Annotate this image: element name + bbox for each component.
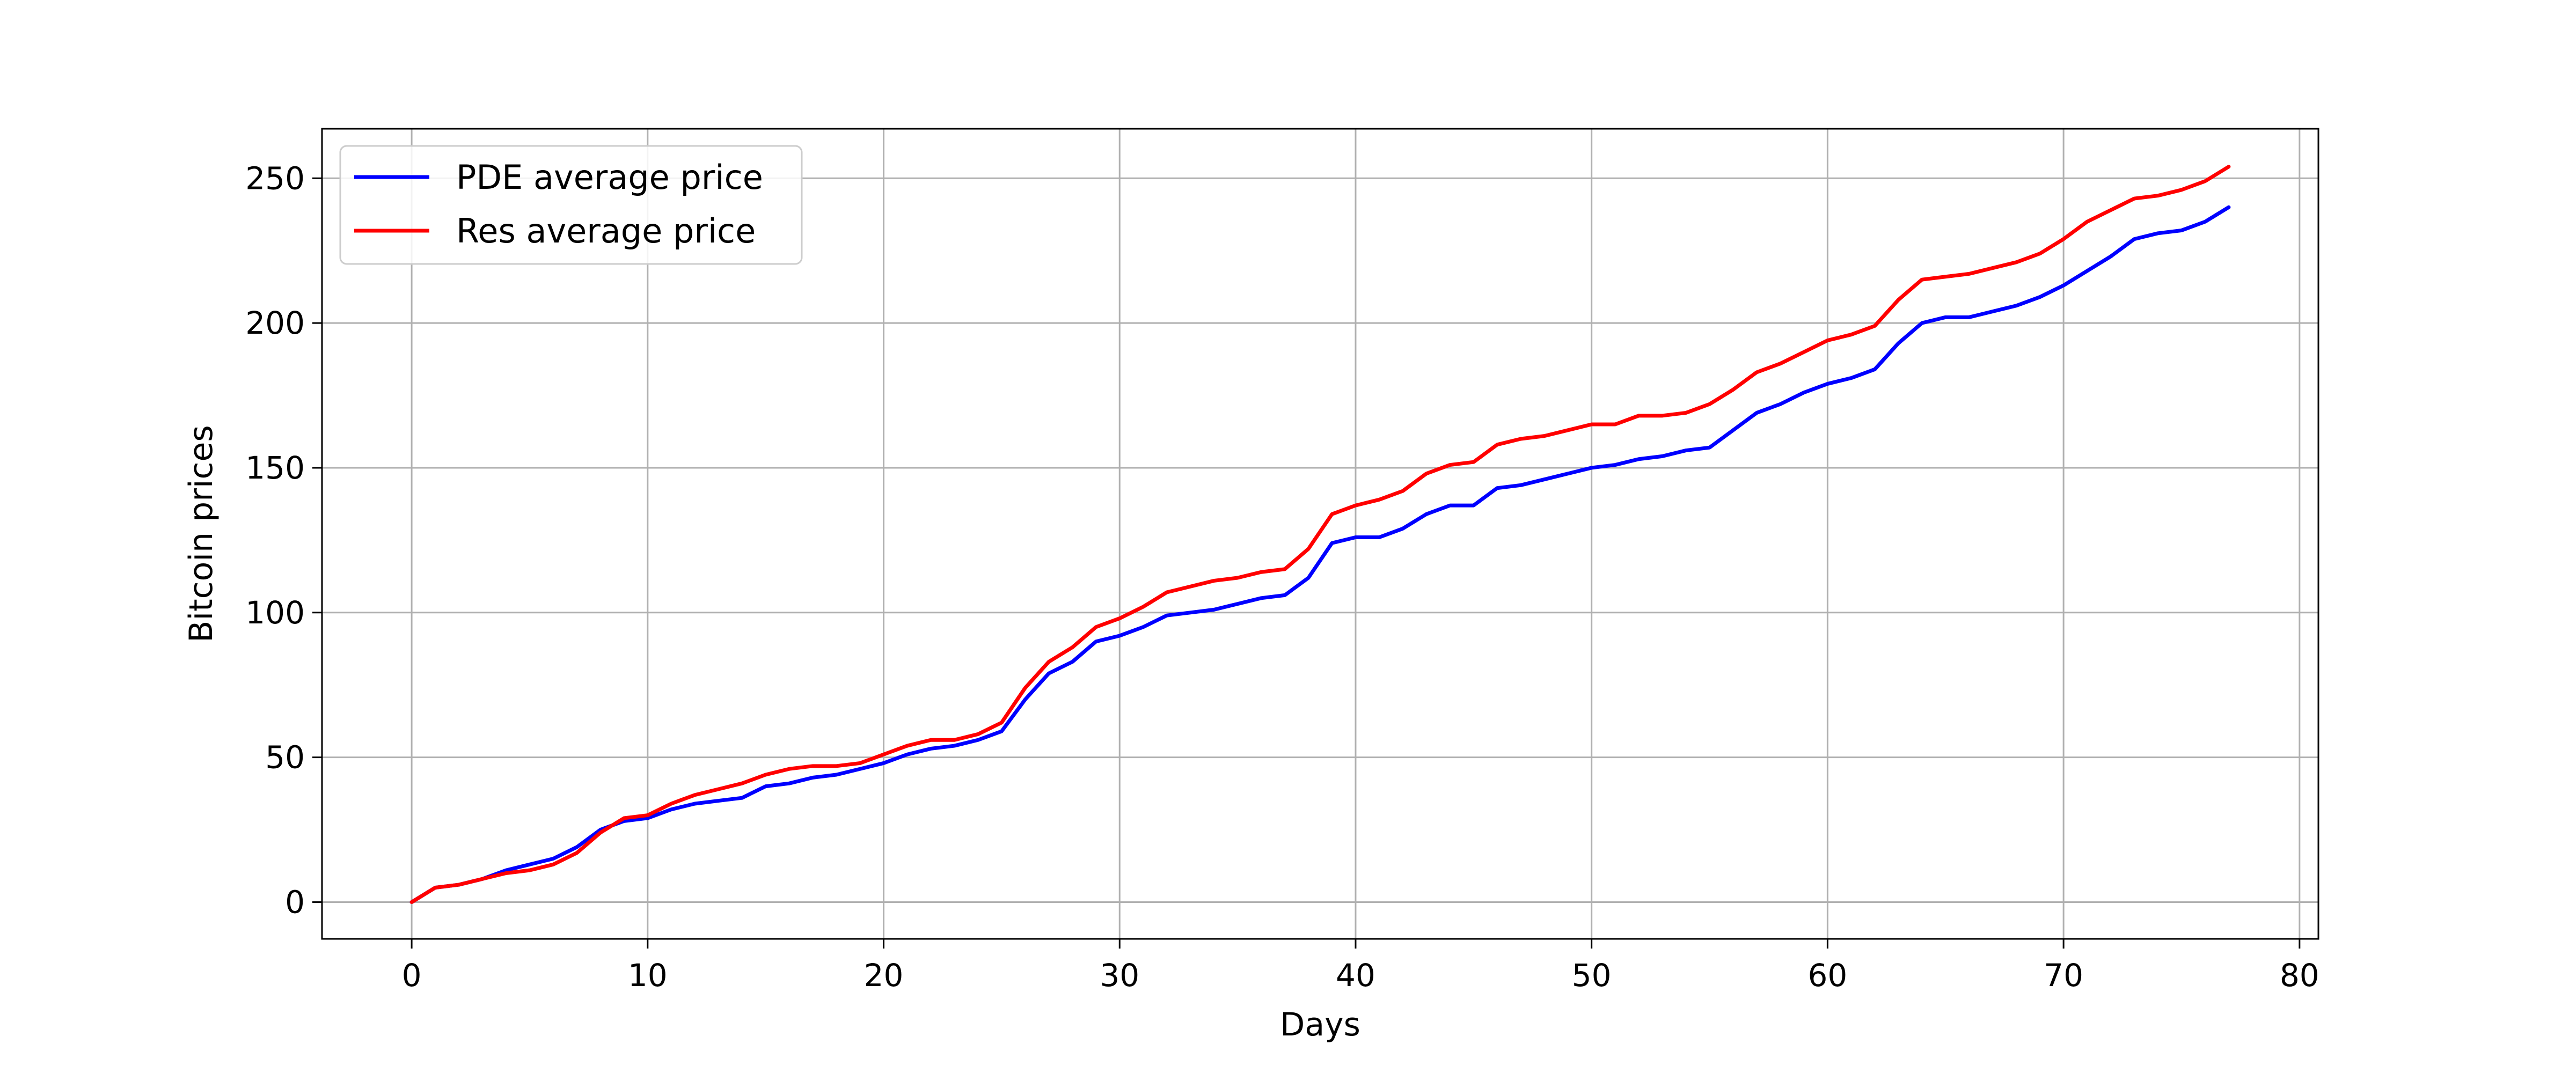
x-tick-label: 60 — [1807, 957, 1847, 994]
y-tick-label: 100 — [245, 594, 305, 631]
legend-label: Res average price — [456, 211, 756, 251]
y-tick-label: 200 — [245, 305, 305, 341]
y-tick-label: 50 — [265, 739, 305, 776]
y-tick-label: 250 — [245, 160, 305, 196]
y-tick-label: 150 — [245, 450, 305, 486]
x-tick-label: 20 — [864, 957, 904, 994]
x-tick-label: 80 — [2280, 957, 2319, 994]
legend-label: PDE average price — [456, 158, 763, 197]
x-tick-label: 70 — [2044, 957, 2083, 994]
x-tick-label: 0 — [402, 957, 422, 994]
y-tick-label: 0 — [285, 884, 305, 920]
plot-frame — [321, 128, 2319, 940]
y-axis-label: Bitcoin prices — [182, 425, 220, 642]
series-line-0 — [409, 205, 2231, 904]
x-tick-label: 10 — [628, 957, 668, 994]
x-tick-label: 30 — [1100, 957, 1139, 994]
grid — [322, 129, 2318, 939]
x-tick-label: 50 — [1572, 957, 1612, 994]
legend: PDE average price Res average price — [339, 145, 803, 265]
axis-ticks: 0 10 20 30 40 50 60 70 80 0 50 100 150 200 250 — [245, 160, 2319, 994]
legend-box — [339, 145, 803, 265]
series-line-1 — [409, 165, 2231, 904]
series-lines — [409, 165, 2231, 904]
x-axis-label: Days — [1280, 1006, 1360, 1043]
x-tick-label: 40 — [1336, 957, 1375, 994]
